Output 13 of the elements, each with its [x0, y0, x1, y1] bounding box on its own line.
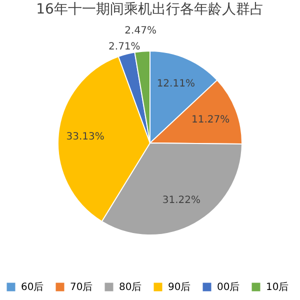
legend-label: 10后: [266, 281, 289, 293]
data-label: 11.27%: [192, 114, 230, 126]
legend-label: 90后: [168, 281, 191, 293]
legend-label: 70后: [70, 281, 93, 293]
data-label: 12.11%: [156, 78, 195, 90]
chart-title: 16年十一期间乘机出行各年龄人群占: [36, 1, 264, 18]
data-label: 2.71%: [108, 41, 140, 52]
data-label: 33.13%: [66, 131, 104, 142]
legend-label: 60后: [21, 281, 44, 293]
data-label: 2.47%: [124, 25, 156, 36]
data-label: 31.22%: [162, 194, 201, 206]
legend-label: 00后: [217, 281, 240, 293]
legend-label: 80后: [119, 281, 142, 293]
